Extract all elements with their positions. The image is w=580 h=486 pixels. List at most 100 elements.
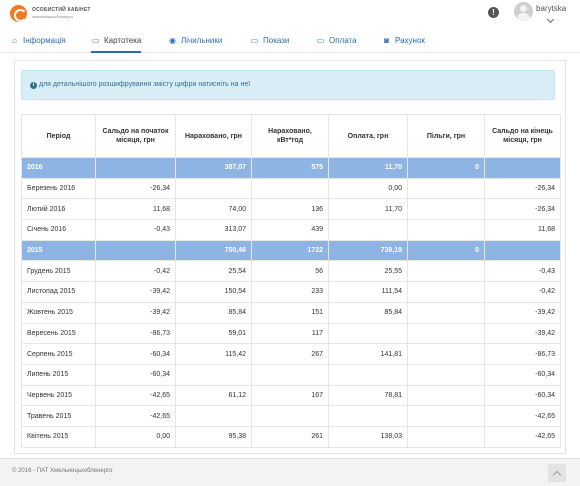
value-cell[interactable]: 750,46	[175, 239, 252, 262]
username[interactable]: barytska	[536, 4, 567, 13]
value-cell[interactable]: 25,54	[175, 260, 252, 283]
value-cell[interactable]: 141,81	[328, 343, 408, 365]
value-cell[interactable]	[407, 177, 485, 200]
value-cell[interactable]: 95,38	[175, 425, 252, 448]
value-cell[interactable]: -39,42	[95, 301, 176, 324]
tab-card-file[interactable]: ▭ Картотека	[91, 28, 142, 53]
scroll-to-top-button[interactable]	[548, 464, 566, 482]
value-cell[interactable]: 61,12	[175, 384, 252, 407]
year-summary-row[interactable]: 2016 387,07 575 11,70 0	[21, 157, 561, 179]
tab-information[interactable]: ⌂ Інформація	[10, 28, 66, 53]
value-cell[interactable]: 1722	[251, 239, 329, 262]
value-cell[interactable]	[328, 405, 408, 427]
value-cell[interactable]	[407, 343, 485, 365]
value-cell[interactable]: 56	[251, 260, 329, 283]
value-cell[interactable]: 111,54	[328, 281, 408, 303]
tab-payment[interactable]: ▭ Оплата	[316, 28, 357, 53]
avatar[interactable]	[514, 2, 533, 21]
value-cell[interactable]	[407, 363, 485, 386]
value-cell[interactable]: 0,00	[328, 177, 408, 200]
value-cell[interactable]: 387,07	[175, 157, 252, 179]
value-cell[interactable]: 150,54	[175, 281, 252, 303]
value-cell[interactable]: -60,34	[484, 363, 561, 386]
value-cell[interactable]: 117	[251, 322, 329, 345]
value-cell[interactable]	[95, 239, 176, 262]
value-cell[interactable]: -42,65	[95, 384, 176, 407]
value-cell[interactable]: -39,42	[484, 322, 561, 345]
value-cell[interactable]	[407, 405, 485, 427]
table-row[interactable]: Січень 2016 -0,43 313,07 439 11,68	[21, 219, 561, 241]
value-cell[interactable]	[407, 260, 485, 283]
value-cell[interactable]: -60,34	[95, 363, 176, 386]
value-cell[interactable]: 25,55	[328, 260, 408, 283]
value-cell[interactable]: 0,00	[95, 425, 176, 448]
value-cell[interactable]	[407, 322, 485, 345]
chevron-down-icon[interactable]	[546, 15, 555, 24]
value-cell[interactable]	[407, 425, 485, 448]
value-cell[interactable]: 74,00	[175, 198, 252, 221]
value-cell[interactable]	[95, 157, 176, 179]
column-header-benefits[interactable]: Пільги, грн	[407, 114, 485, 158]
value-cell[interactable]: 85,84	[175, 301, 252, 324]
value-cell[interactable]: 313,07	[175, 219, 252, 241]
value-cell[interactable]: 85,84	[328, 301, 408, 324]
value-cell[interactable]	[328, 363, 408, 386]
value-cell[interactable]: 439	[251, 219, 329, 241]
value-cell[interactable]: -42,65	[484, 425, 561, 448]
table-row[interactable]: Серпень 2015 -60,34 115,42 267 141,81 -86,73	[21, 343, 561, 365]
value-cell[interactable]: 78,81	[328, 384, 408, 407]
column-header-closing-balance[interactable]: Сальдо на кінець місяця, грн	[484, 114, 561, 158]
value-cell[interactable]	[251, 363, 329, 386]
value-cell[interactable]	[407, 301, 485, 324]
logo-icon[interactable]	[10, 5, 27, 22]
value-cell[interactable]: -42,65	[484, 405, 561, 427]
value-cell[interactable]: 575	[251, 157, 329, 179]
value-cell[interactable]	[251, 405, 329, 427]
value-cell[interactable]: 11,68	[484, 219, 561, 241]
value-cell[interactable]: -0,43	[95, 219, 176, 241]
value-cell[interactable]	[484, 157, 561, 179]
value-cell[interactable]: 261	[251, 425, 329, 448]
value-cell[interactable]: -26,34	[484, 198, 561, 221]
value-cell[interactable]: 233	[251, 281, 329, 303]
value-cell[interactable]	[175, 405, 252, 427]
value-cell[interactable]: 267	[251, 343, 329, 365]
table-row[interactable]: Травень 2015 -42,65 -42,65	[21, 405, 561, 427]
year-summary-row[interactable]: 2015 750,46 1722 739,19 0	[21, 239, 561, 262]
value-cell[interactable]: 115,42	[175, 343, 252, 365]
value-cell[interactable]: 151	[251, 301, 329, 324]
value-cell[interactable]	[407, 281, 485, 303]
value-cell[interactable]: -0,43	[484, 260, 561, 283]
value-cell[interactable]: 136	[251, 198, 329, 221]
column-header-opening-balance[interactable]: Сальдо на початок місяця, грн	[95, 114, 176, 158]
value-cell[interactable]: -86,73	[484, 343, 561, 365]
value-cell[interactable]: 11,70	[328, 198, 408, 221]
value-cell[interactable]: -60,34	[484, 384, 561, 407]
column-header-charged-uah[interactable]: Нараховано, грн	[175, 114, 252, 158]
value-cell[interactable]: -0,42	[95, 260, 176, 283]
value-cell[interactable]: -60,34	[95, 343, 176, 365]
value-cell[interactable]	[175, 177, 252, 200]
value-cell[interactable]	[175, 363, 252, 386]
value-cell[interactable]: -0,42	[484, 281, 561, 303]
tab-readings[interactable]: ▭ Покази	[250, 28, 290, 53]
column-header-payment[interactable]: Оплата, грн	[328, 114, 408, 158]
value-cell[interactable]	[328, 322, 408, 345]
column-header-period[interactable]: Період	[21, 114, 96, 158]
value-cell[interactable]: -86,73	[95, 322, 176, 345]
column-header-charged-kwh[interactable]: Нараховано, кВт*год	[251, 114, 329, 158]
value-cell[interactable]	[407, 198, 485, 221]
table-row[interactable]: Вересень 2015 -86,73 59,01 117 -39,42	[21, 322, 561, 345]
value-cell[interactable]: 0	[407, 239, 485, 262]
value-cell[interactable]	[407, 219, 485, 241]
table-row[interactable]: Жовтень 2015 -39,42 85,84 151 85,84 -39,42	[21, 301, 561, 324]
table-row[interactable]: Червень 2015 -42,65 61,12 167 78,81 -60,34	[21, 384, 561, 407]
value-cell[interactable]	[328, 219, 408, 241]
value-cell[interactable]: 138,03	[328, 425, 408, 448]
table-row[interactable]: Липень 2015 -60,34 -60,34	[21, 363, 561, 386]
value-cell[interactable]: -26,34	[484, 177, 561, 200]
value-cell[interactable]: 167	[251, 384, 329, 407]
value-cell[interactable]: -42,65	[95, 405, 176, 427]
tab-invoice[interactable]: ◙ Рахунок	[382, 28, 425, 53]
value-cell[interactable]: 739,19	[328, 239, 408, 262]
